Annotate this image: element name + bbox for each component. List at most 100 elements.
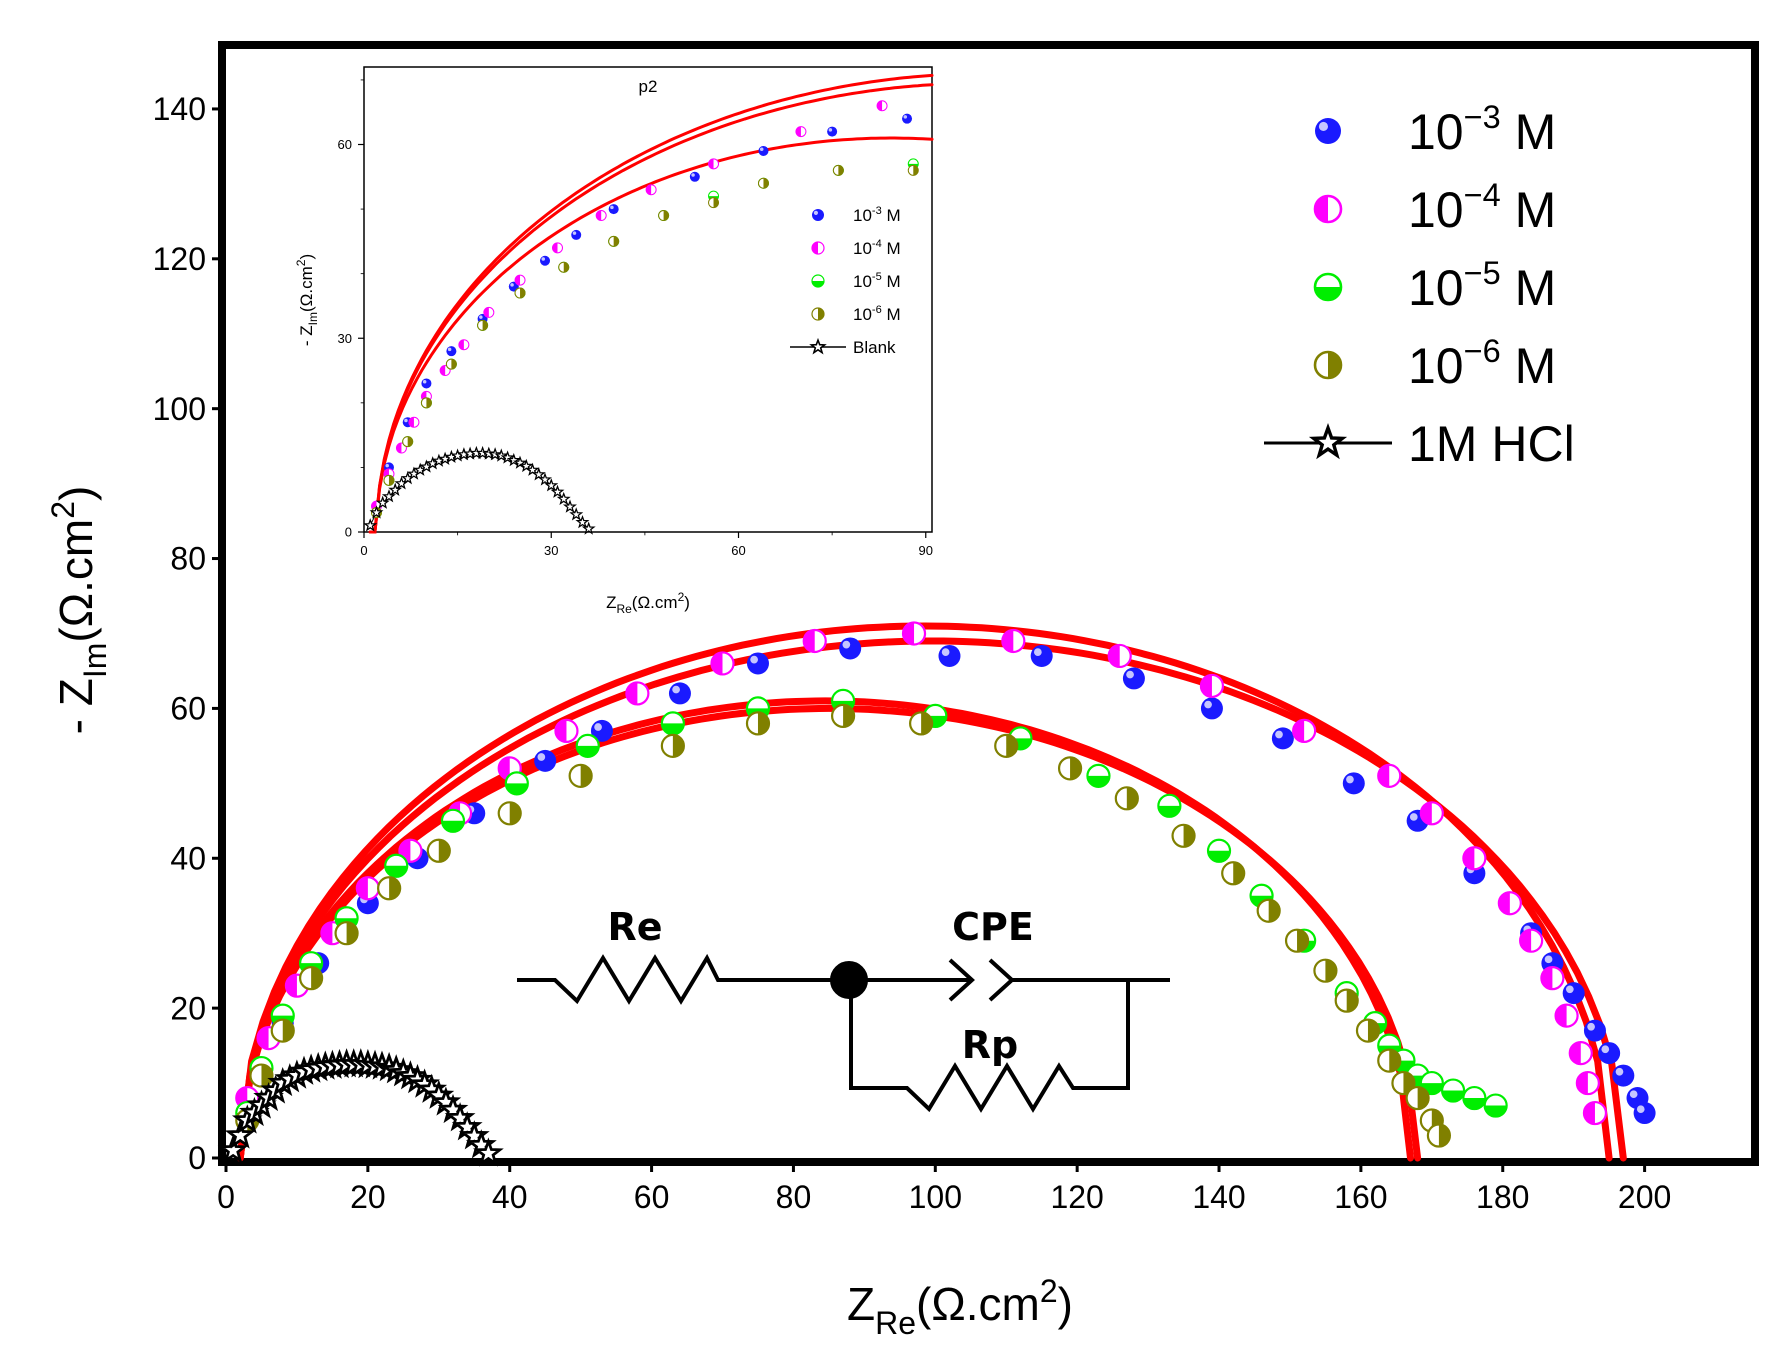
legend-label: 10−4 M (1408, 177, 1556, 238)
data-point (381, 489, 396, 503)
data-point (514, 287, 526, 299)
data-point (217, 1134, 249, 1164)
y-tick-label: 20 (170, 990, 206, 1026)
data-point (334, 921, 359, 946)
fit-curve (368, 136, 934, 534)
data-point (398, 838, 423, 863)
x-tick-label: 180 (1476, 1179, 1529, 1215)
equivalent-circuit (517, 953, 1170, 1113)
circuit-rp-label: Rp (962, 1023, 1018, 1067)
circuit-re-resistor (517, 953, 845, 1005)
data-point (1419, 1070, 1444, 1096)
data-point (1483, 1093, 1508, 1118)
legend-entry: 10−6 M (1313, 333, 1556, 394)
data-point (668, 682, 691, 705)
x-tick-label: 60 (731, 543, 745, 558)
data-point (556, 491, 571, 506)
data-point (1598, 1042, 1621, 1065)
data-point (1171, 823, 1196, 848)
x-tick-label: 40 (492, 1179, 528, 1215)
data-point (745, 711, 771, 736)
data-point (568, 763, 593, 788)
data-point (839, 637, 862, 660)
y-tick-label: 80 (170, 541, 206, 577)
data-point (938, 644, 961, 667)
x-tick-label: 160 (1334, 1179, 1387, 1215)
y-tick-label: 60 (338, 137, 352, 152)
data-point (1284, 928, 1310, 953)
data-point (550, 484, 565, 498)
circuit-cpe-plate-1 (948, 958, 975, 1002)
data-point (514, 274, 526, 286)
data-point (1114, 786, 1139, 811)
data-point (710, 651, 735, 676)
legend-entry: 10−3 M (1315, 99, 1556, 160)
data-point (907, 164, 919, 176)
legend-label: 10−6 M (1408, 333, 1556, 394)
data-point (270, 1018, 295, 1043)
data-point (1086, 763, 1111, 788)
data-point (830, 703, 856, 728)
circuit-cpe-plate-2 (988, 958, 1015, 1002)
data-point (1199, 673, 1225, 699)
legend-marker (1315, 118, 1341, 144)
data-point (1292, 718, 1317, 743)
data-point (544, 478, 559, 492)
legend-entry: 10-5 M (811, 271, 901, 291)
data-point (1200, 697, 1223, 720)
data-point (446, 346, 457, 357)
legend-label: 10-3 M (853, 205, 901, 225)
data-point (901, 621, 927, 646)
legend-marker (812, 209, 824, 221)
x-tick-label: 200 (1618, 1179, 1671, 1215)
data-point (377, 876, 402, 901)
data-point (355, 876, 380, 901)
legend-marker (811, 307, 825, 321)
legend-marker (811, 274, 825, 288)
data-point (384, 853, 409, 878)
inset-data-points (363, 100, 919, 535)
data-point (1405, 1085, 1430, 1111)
data-point (595, 210, 607, 222)
fit-curve (368, 73, 934, 534)
data-point (1206, 838, 1232, 863)
data-point (1377, 763, 1402, 788)
data-point (1462, 1085, 1487, 1111)
legend-label: Blank (853, 338, 896, 357)
data-point (458, 339, 470, 351)
data-point (421, 378, 432, 389)
main-y-label: - ZIm(Ω.cm2) (45, 486, 113, 735)
data-point (1462, 846, 1487, 871)
data-point (832, 164, 844, 176)
data-point (408, 416, 420, 428)
data-point (746, 652, 769, 675)
y-tick-label: 0 (188, 1140, 206, 1176)
x-tick-label: 0 (360, 543, 367, 558)
data-point (876, 100, 888, 112)
data-point (1562, 982, 1585, 1005)
data-point (540, 255, 551, 266)
y-tick-label: 30 (338, 331, 352, 346)
data-point (569, 507, 584, 521)
data-point (1334, 988, 1359, 1013)
x-tick-label: 30 (544, 543, 558, 558)
data-point (363, 518, 378, 532)
x-tick-label: 20 (350, 1179, 386, 1215)
data-point (1001, 628, 1026, 654)
data-point (1030, 644, 1053, 667)
data-point (1582, 1100, 1608, 1126)
legend-entry: 10-4 M (811, 238, 901, 258)
data-point (1122, 667, 1145, 690)
data-point (1157, 793, 1182, 818)
data-point (531, 467, 546, 481)
data-point (660, 733, 685, 758)
legend-label: 10−5 M (1408, 255, 1556, 316)
inset-title: p2 (639, 77, 658, 96)
data-point (1271, 727, 1294, 750)
data-point (249, 1063, 274, 1088)
circuit-cpe-label: CPE (952, 905, 1034, 949)
legend-entry: 10-3 M (812, 205, 901, 225)
legend-marker (811, 241, 825, 255)
inset-fit-curves (368, 73, 934, 534)
data-point (757, 177, 769, 189)
